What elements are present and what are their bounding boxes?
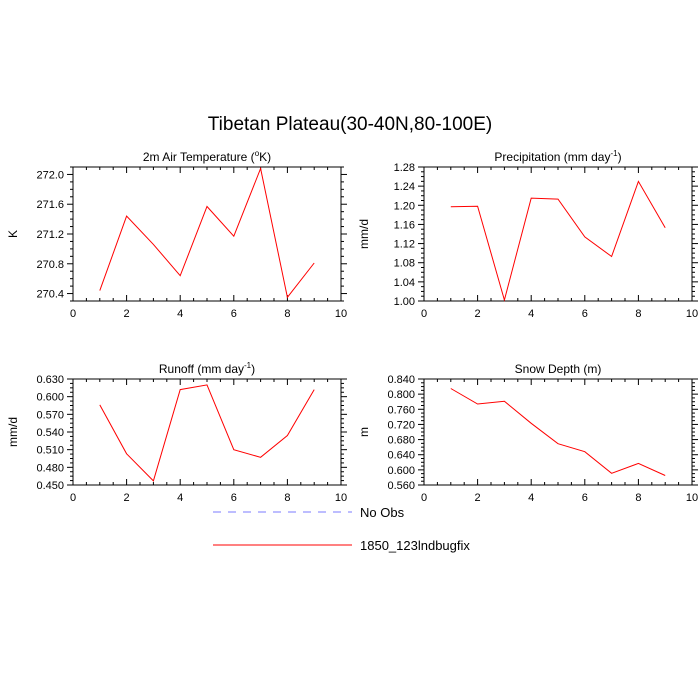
y-tick-label: 0.760 [387, 404, 415, 416]
x-tick-label: 6 [231, 308, 237, 320]
y-tick-label: 1.24 [394, 181, 415, 193]
panel-title: 2m Air Temperature (oK) [143, 149, 271, 164]
legend: No Obs 1850_123lndbugfix [213, 505, 470, 553]
panel-title-end: ) [618, 150, 622, 164]
series-line-1 [450, 180, 666, 302]
y-tick-label: 1.28 [394, 162, 415, 174]
y-tick-label: 271.2 [36, 229, 64, 241]
x-tick-label: 2 [475, 308, 481, 320]
panel-title-end: K) [259, 150, 271, 164]
x-tick-label: 6 [582, 308, 588, 320]
x-tick-label: 2 [475, 492, 481, 504]
y-axis-label: mm/d [6, 417, 20, 447]
y-tick-label: 0.560 [387, 480, 415, 492]
panel-title-main: 2m Air Temperature ( [143, 150, 255, 164]
plot-frame [72, 378, 342, 486]
x-tick-label: 2 [124, 492, 130, 504]
x-tick-label: 10 [335, 492, 347, 504]
panel-title-sup: -1 [244, 361, 252, 370]
x-tick-label: 10 [686, 308, 698, 320]
x-tick-label: 6 [582, 492, 588, 504]
x-tick-label: 4 [528, 492, 534, 504]
legend-label-2: 1850_123lndbugfix [360, 538, 470, 553]
legend-label-1: No Obs [360, 505, 405, 520]
panel-title-main: Runoff (mm day [159, 362, 244, 376]
y-tick-label: 1.12 [394, 239, 415, 251]
y-tick-label: 271.6 [36, 199, 64, 211]
y-tick-label: 0.600 [387, 465, 415, 477]
y-tick-label: 0.640 [387, 450, 415, 462]
x-tick-label: 8 [284, 492, 290, 504]
panel-title-sup: -1 [610, 149, 618, 158]
y-tick-label: 0.570 [36, 409, 64, 421]
panel-title-end: ) [251, 362, 255, 376]
y-tick-label: 0.600 [36, 392, 64, 404]
panel-4: 0 2 4 6 8 10 0.560 0.600 0.640 0.680 0.720 0.760 0.8… [357, 362, 698, 504]
x-tick-label: 0 [421, 308, 427, 320]
panel-title-main: Snow Depth (m) [515, 362, 602, 376]
x-tick-label: 4 [177, 492, 183, 504]
y-tick-label: 1.04 [394, 277, 415, 289]
panel-title-main: Precipitation (mm day [494, 150, 610, 164]
x-tick-label: 0 [421, 492, 427, 504]
x-tick-label: 4 [177, 308, 183, 320]
x-tick-label: 8 [635, 308, 641, 320]
x-tick-label: 4 [528, 308, 534, 320]
y-axis-label: m [357, 427, 371, 437]
x-tick-label: 8 [284, 308, 290, 320]
y-axis-label: mm/d [357, 219, 371, 249]
panel-title: Precipitation (mm day-1) [494, 149, 621, 164]
y-tick-label: 0.800 [387, 389, 415, 401]
y-tick-label: 1.20 [394, 200, 415, 212]
y-tick-label: 0.540 [36, 427, 64, 439]
x-tick-label: 10 [686, 492, 698, 504]
panel-2: 0 2 4 6 8 10 1.00 1.04 1.08 1.12 1.16 1.20 1.24 1.28 m… [357, 149, 698, 320]
y-tick-label: 0.720 [387, 419, 415, 431]
y-tick-label: 0.630 [36, 374, 64, 386]
y-tick-label: 0.510 [36, 445, 64, 457]
y-tick-label: 272.0 [36, 169, 64, 181]
panel-title: Snow Depth (m) [515, 362, 602, 376]
x-tick-label: 8 [635, 492, 641, 504]
series-line-1 [450, 388, 666, 476]
series-line-1 [99, 384, 315, 482]
y-tick-label: 0.840 [387, 374, 415, 386]
panels: 0 2 4 6 8 10 270.4 270.8 271.2 271.6 272.0 K 2m Air … [6, 149, 698, 504]
plot-frame [423, 166, 693, 302]
y-tick-label: 270.8 [36, 259, 64, 271]
figure-title: Tibetan Plateau(30-40N,80-100E) [208, 114, 492, 135]
panel-title: Runoff (mm day-1) [159, 361, 255, 376]
y-tick-label: 1.00 [394, 296, 415, 308]
y-tick-label: 0.450 [36, 480, 64, 492]
panel-3: 0 2 4 6 8 10 0.450 0.480 0.510 0.540 0.570 0.600 0.6… [6, 361, 347, 504]
y-tick-label: 1.16 [394, 219, 415, 231]
x-tick-label: 6 [231, 492, 237, 504]
y-tick-label: 1.08 [394, 258, 415, 270]
y-tick-label: 0.680 [387, 435, 415, 447]
panel-1: 0 2 4 6 8 10 270.4 270.8 271.2 271.6 272.0 K 2m Air … [6, 149, 347, 320]
x-tick-label: 0 [70, 492, 76, 504]
x-tick-label: 2 [124, 308, 130, 320]
y-tick-label: 270.4 [36, 289, 64, 301]
y-tick-label: 0.480 [36, 462, 64, 474]
x-tick-label: 0 [70, 308, 76, 320]
x-tick-label: 10 [335, 308, 347, 320]
y-axis-label: K [6, 230, 20, 238]
panel-title-sup: o [255, 149, 260, 158]
series-line-1 [99, 166, 315, 299]
